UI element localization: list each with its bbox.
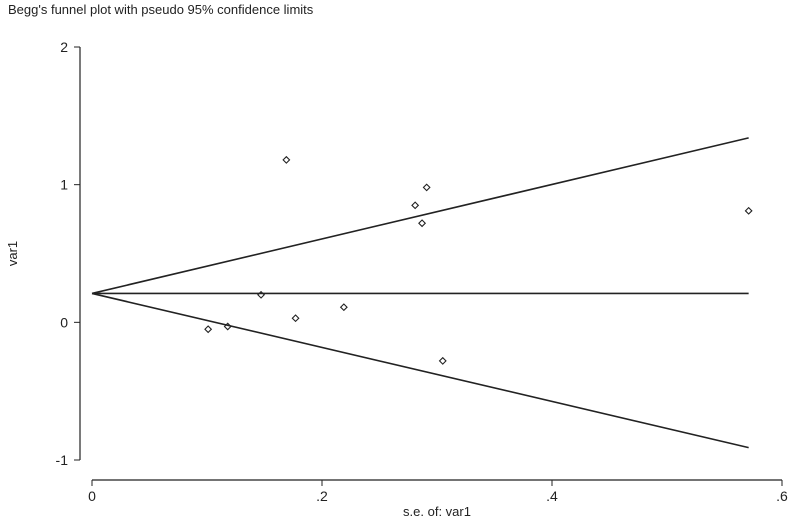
y-tick-label: 2 — [60, 39, 68, 55]
data-point — [744, 206, 753, 215]
y-tick-label: 0 — [60, 314, 68, 330]
x-axis-label: s.e. of: var1 — [403, 504, 471, 519]
chart-title: Begg's funnel plot with pseudo 95% confi… — [8, 2, 314, 17]
data-points — [204, 155, 753, 365]
data-point — [257, 290, 266, 299]
x-tick-label: .4 — [546, 488, 558, 504]
lower-confidence-limit — [91, 292, 749, 449]
data-point — [411, 201, 420, 210]
x-tick-label: 0 — [88, 488, 96, 504]
upper-confidence-limit — [91, 137, 749, 295]
x-tick-label: .2 — [316, 488, 328, 504]
y-tick-label: 1 — [60, 177, 68, 193]
data-point — [438, 356, 447, 365]
data-point — [291, 314, 300, 323]
data-point — [422, 183, 431, 192]
data-point — [204, 325, 213, 334]
y-axis-label: var1 — [5, 241, 20, 266]
data-point — [223, 322, 232, 331]
data-point — [282, 155, 291, 164]
axes: -1 0 1 2 0 .2 .4 .6 — [56, 39, 788, 504]
data-point — [418, 219, 427, 228]
data-point — [339, 303, 348, 312]
funnel-lines — [91, 137, 749, 449]
x-tick-label: .6 — [776, 488, 788, 504]
y-tick-label: -1 — [56, 452, 69, 468]
